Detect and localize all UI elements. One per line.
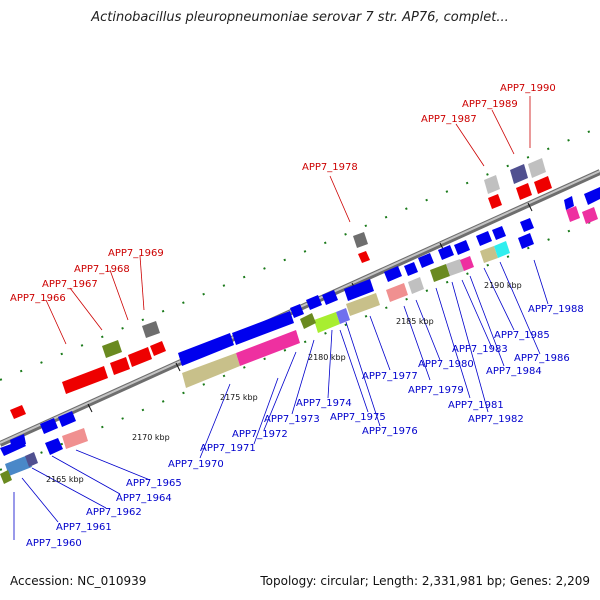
gene-app7-1983 [460,256,474,271]
tick-2165: 2165 kbp [46,475,84,484]
gene-app7-1982 [446,259,464,276]
gene-app7-1990 [528,158,546,178]
label-app7-1979: APP7_1979 [408,385,464,396]
label-app7-1990: APP7_1990 [500,83,556,94]
label-app7-1962: APP7_1962 [86,507,142,518]
label-app7-1960: APP7_1960 [26,538,82,549]
tick-2185: 2185 kbp [396,317,434,326]
tick-2190: 2190 kbp [484,281,522,290]
label-app7-1961: APP7_1961 [56,522,112,533]
gene-app7-1981 [430,264,450,282]
gene-app7-1989 [510,164,528,184]
gene-app7-1984 [480,246,498,263]
gene-app7-1979 [386,283,408,302]
gene-app7-1978 [353,232,368,248]
gene-app7-1965 [62,428,88,449]
gene-app7-1970 [182,353,240,388]
label-app7-1981: APP7_1981 [448,400,504,411]
tick-2180: 2180 kbp [308,353,346,362]
label-app7-1967: APP7_1967 [42,279,98,290]
gene-app7-1975 [336,308,350,324]
forward-strand-genes [10,158,552,419]
gene-app7-1988 [566,206,580,222]
gene-app7-1967 [110,357,130,375]
gene-app7-1969 [142,321,160,338]
tick-2175: 2175 kbp [220,393,258,402]
label-app7-1971: APP7_1971 [200,443,256,454]
label-app7-1968: APP7_1968 [74,264,130,275]
label-app7-1973: APP7_1973 [264,414,320,425]
gene-app7-1980 [408,277,424,294]
gene-app7-1968 [102,340,122,358]
label-app7-1984: APP7_1984 [486,366,542,377]
label-app7-1966: APP7_1966 [10,293,66,304]
gene-app7-1987 [484,175,500,194]
topology-text: Topology: circular; Length: 2,331,981 bp… [260,574,590,588]
gene-app7-1974 [314,312,340,333]
tick-2170: 2170 kbp [132,433,170,442]
label-app7-1970: APP7_1970 [168,459,224,470]
accession-text: Accession: NC_010939 [10,574,147,588]
gene-app7-1986 [518,233,534,249]
label-leaders [13,96,549,540]
scale-labels: 2165 kbp 2170 kbp 2175 kbp 2180 kbp 2185… [46,281,522,484]
gene-app7-1972 [178,333,234,366]
label-app7-1980: APP7_1980 [418,359,474,370]
gene-app7-1966 [62,366,108,394]
gene-labels: APP7_1960 APP7_1961 APP7_1962 APP7_1964 … [10,83,584,549]
label-app7-1977: APP7_1977 [362,371,418,382]
label-app7-1988: APP7_1988 [528,304,584,315]
label-app7-1989: APP7_1989 [462,99,518,110]
label-app7-1965: APP7_1965 [126,478,182,489]
gene-app7-1985 [494,241,510,258]
label-app7-1972: APP7_1972 [232,429,288,440]
label-app7-1964: APP7_1964 [116,493,172,504]
label-app7-1974: APP7_1974 [296,398,352,409]
label-app7-1987: APP7_1987 [421,114,477,125]
gene-app7-1976 [346,293,380,316]
reverse-strand-genes [0,187,600,484]
gene-app7-1977 [344,279,374,301]
gene-app7-1971 [236,330,300,366]
gene-app7-1962 [25,452,38,467]
label-app7-1975: APP7_1975 [330,412,386,423]
label-app7-1976: APP7_1976 [362,426,418,437]
label-app7-1978: APP7_1978 [302,162,358,173]
gene-app7-1973 [232,311,294,345]
label-app7-1982: APP7_1982 [468,414,524,425]
label-app7-1985: APP7_1985 [494,330,550,341]
label-app7-1983: APP7_1983 [452,344,508,355]
map-title: Actinobacillus pleuropneumoniae serovar … [91,10,509,25]
label-app7-1986: APP7_1986 [514,353,570,364]
label-app7-1969: APP7_1969 [108,248,164,259]
gene-app7-1964 [45,438,63,455]
gene-app7-1961 [5,455,32,476]
